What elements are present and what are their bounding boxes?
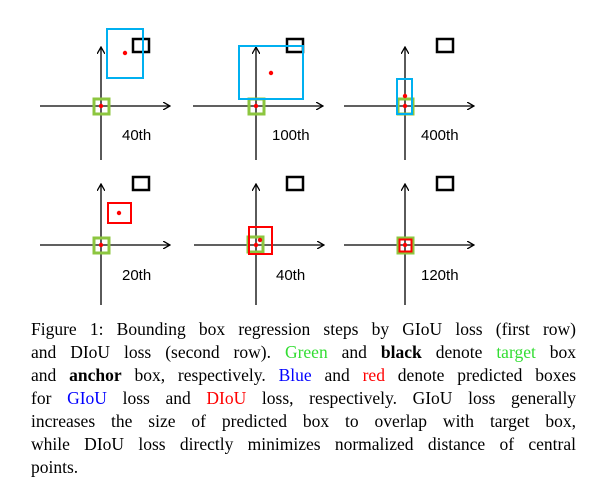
panel-label: 100th — [272, 127, 310, 144]
predicted-box — [107, 202, 132, 224]
caption-line: Figure 1: Bounding box regression steps … — [31, 319, 576, 339]
predicted-box — [248, 226, 273, 255]
panel-label: 20th — [122, 267, 151, 284]
panel-giou-1: 40th — [40, 28, 170, 160]
panel-label: 400th — [421, 127, 459, 144]
panel-diou-3: 120th — [344, 175, 474, 305]
figure-caption: Figure 1: Bounding box regression steps … — [31, 318, 576, 479]
target-center — [253, 103, 259, 109]
target-box — [92, 97, 111, 116]
target-center — [98, 242, 104, 248]
target-center — [98, 103, 104, 109]
predicted-center — [402, 93, 408, 99]
predicted-center — [122, 50, 128, 56]
predicted-box — [106, 28, 144, 79]
caption-line: points. — [31, 457, 79, 477]
target-center — [402, 242, 408, 248]
panel-diou-2: 40th — [194, 175, 324, 305]
anchor-box — [131, 175, 151, 192]
anchor-box — [131, 37, 151, 54]
anchor-box — [285, 175, 305, 192]
caption-line: while DIoU loss directly minimizes norma… — [31, 434, 576, 454]
target-box — [92, 236, 111, 255]
panel-giou-2: 100th — [193, 37, 323, 160]
target-center — [253, 242, 259, 248]
predicted-box — [396, 78, 413, 115]
figure-diagram: 40th 100th 400th 20th — [40, 28, 607, 305]
predicted-center — [268, 70, 274, 76]
panel-label: 40th — [122, 127, 151, 144]
predicted-center — [257, 237, 263, 243]
target-box — [396, 236, 415, 255]
predicted-box — [398, 238, 413, 253]
predicted-box — [238, 45, 304, 100]
anchor-box — [435, 37, 455, 54]
anchor-box — [435, 175, 455, 192]
target-center — [402, 103, 408, 109]
predicted-center — [116, 210, 122, 216]
caption-line: and DIoU loss (second row). Green and bl… — [31, 342, 577, 362]
caption-line: and anchor box, respectively. Blue and r… — [31, 365, 577, 385]
panel-label: 120th — [421, 267, 459, 284]
caption-line: increases the size of predicted box to o… — [31, 411, 576, 431]
panel-giou-3: 400th — [344, 37, 474, 160]
caption-line: for GIoU loss and DIoU loss, respectivel… — [31, 388, 577, 408]
panel-diou-1: 20th — [40, 175, 170, 305]
panel-label: 40th — [276, 267, 305, 284]
